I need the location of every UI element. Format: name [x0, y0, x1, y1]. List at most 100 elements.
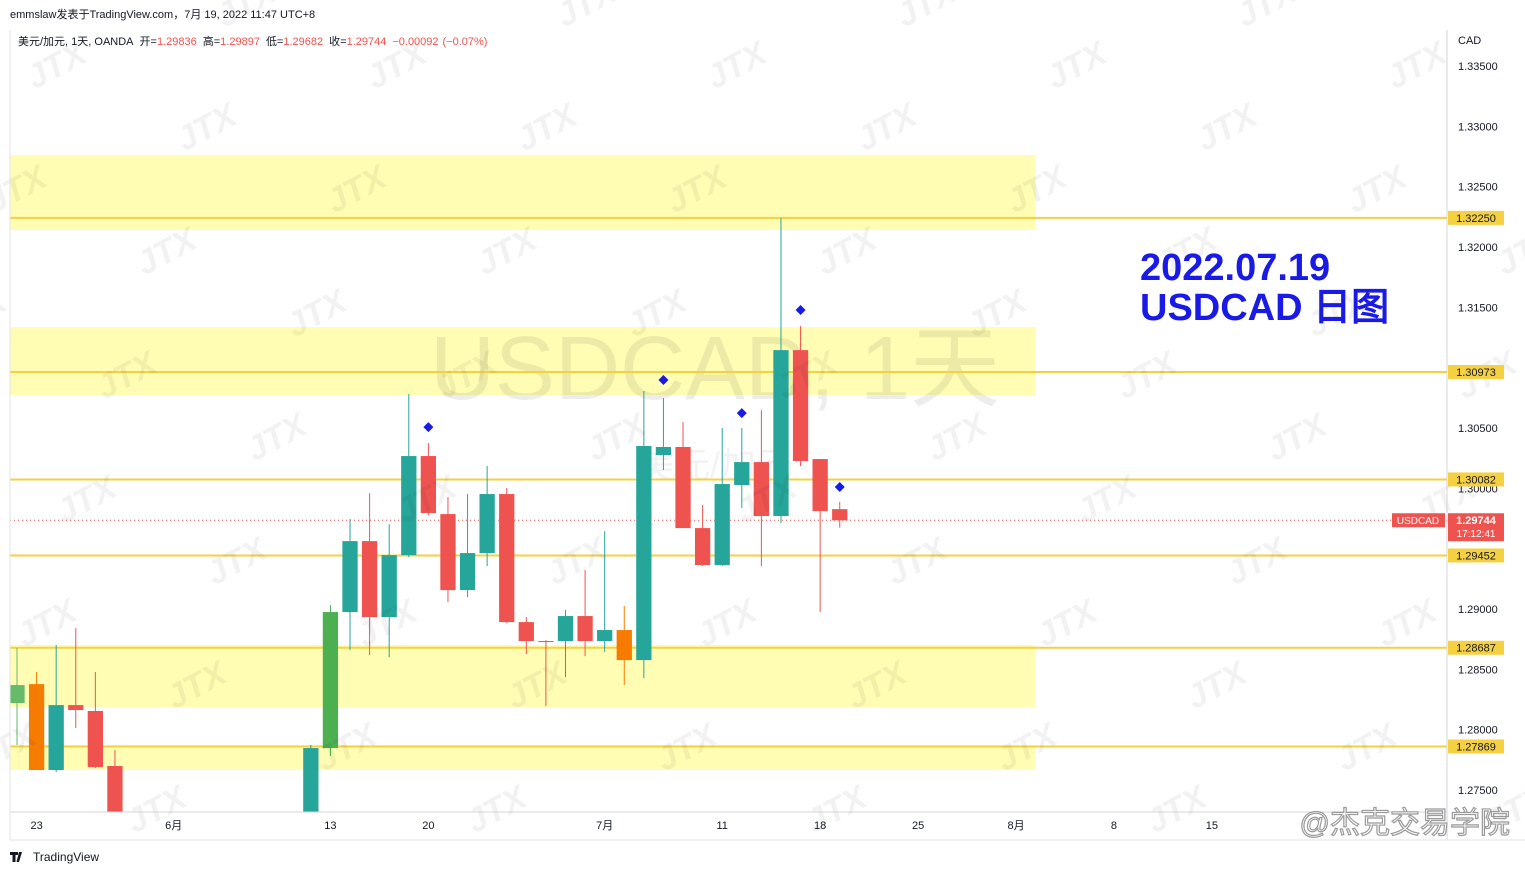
logo-text: TradingView [33, 850, 99, 864]
candle-body [597, 630, 613, 642]
level-label: 1.32250 [1456, 213, 1496, 225]
y-tick-label: 1.30500 [1458, 423, 1498, 435]
logo-icon [10, 852, 22, 862]
level-tag [1448, 364, 1504, 379]
marker [795, 305, 806, 316]
candle-body [107, 766, 123, 812]
level-tag [1448, 739, 1504, 754]
low-label: 低= [266, 35, 283, 48]
candle-body [10, 685, 25, 704]
high-value: 1.29897 [220, 36, 260, 48]
candle-body [577, 616, 593, 642]
x-tick-label: 25 [912, 820, 924, 832]
candle-body [557, 616, 574, 642]
candle-body [48, 705, 64, 771]
open-value: 1.29836 [157, 36, 197, 48]
change: −0.00092 [392, 36, 438, 48]
publisher: emmslaw发表于TradingView.com，7月 19, 2022 11… [10, 7, 315, 21]
candle-body [655, 447, 672, 456]
last-price-label: 1.29744 [1456, 515, 1497, 527]
high-label: 高= [203, 34, 220, 48]
price-axis: 1.275001.280001.285001.290001.300001.305… [1392, 61, 1504, 797]
candle-body [518, 622, 534, 642]
candle-body [440, 514, 456, 591]
x-tick-label: 23 [30, 820, 42, 832]
zone [10, 645, 1036, 708]
candle-body [28, 684, 45, 771]
candle-body [753, 462, 770, 517]
zone [10, 327, 1036, 395]
candle-body [499, 494, 515, 623]
y-tick-label: 1.29000 [1458, 604, 1498, 616]
level-label: 1.28687 [1456, 643, 1496, 655]
candle-body [479, 494, 495, 554]
tradingview-logo: TradingView [10, 850, 99, 864]
x-tick-label: 7月 [596, 820, 613, 832]
level-label: 1.29452 [1456, 550, 1496, 562]
symbol-tag [1392, 513, 1445, 528]
candle-body [734, 462, 750, 486]
annotation: 2022.07.19 [1140, 247, 1330, 289]
y-tick-label: 1.33000 [1458, 121, 1498, 133]
candle-body [832, 509, 848, 521]
change-pct: (−0.07%) [443, 36, 488, 48]
candle-body [636, 446, 652, 661]
y-tick-label: 1.28000 [1458, 725, 1498, 737]
level-tag [1448, 210, 1504, 225]
level-tag [1448, 548, 1504, 563]
candle-body [68, 705, 84, 711]
x-tick-label: 8 [1111, 820, 1117, 832]
last-price-tag [1448, 513, 1504, 542]
marker [736, 408, 747, 419]
candle-body [812, 459, 828, 512]
open-label: 开= [140, 36, 157, 48]
y-tick-label: 1.32000 [1458, 242, 1498, 254]
level-label: 1.27869 [1456, 741, 1496, 753]
y-tick-label: 1.27500 [1458, 785, 1498, 797]
annotation: USDCAD 日图 [1140, 287, 1389, 329]
symbol: 美元/加元, 1天, OANDA [18, 35, 134, 48]
close-label: 收= [329, 34, 346, 48]
symbol-label: USDCAD [1397, 516, 1439, 527]
candle-body [714, 484, 730, 566]
x-tick-label: 20 [422, 820, 434, 832]
pattern-text: JTX [1520, 653, 1525, 717]
y-tick-label: 1.31500 [1458, 302, 1498, 314]
watermark: USDCAD, 1天 [430, 319, 1000, 419]
marker [423, 422, 434, 433]
legend: 美元/加元, 1天, OANDA 开=1.29836 高=1.29897 低=1.29… [18, 34, 487, 48]
candle-body [773, 350, 789, 517]
candle-body [792, 350, 809, 461]
candle-body [87, 711, 103, 768]
candle-body [303, 748, 319, 812]
y-tick-label: 1.28500 [1458, 664, 1498, 676]
low-value: 1.29682 [283, 36, 323, 48]
credit: @杰克交易学院 [1300, 807, 1510, 840]
candle-body [401, 456, 417, 556]
candle-body [694, 528, 711, 566]
y-tick-label: 1.32500 [1458, 182, 1498, 194]
x-tick-label: 15 [1206, 820, 1218, 832]
y-tick-label: 1.33500 [1458, 61, 1498, 73]
close-value: 1.29744 [347, 36, 387, 48]
countdown: 17:12:41 [1457, 529, 1496, 540]
marker [658, 375, 669, 386]
candle-body [322, 612, 339, 749]
x-tick-label: 6月 [165, 820, 182, 832]
x-tick-label: 13 [324, 820, 336, 832]
marker [834, 482, 845, 493]
candle-body [361, 541, 378, 618]
candle-body [342, 541, 358, 613]
x-tick-label: 11 [716, 820, 727, 832]
x-tick-label: 8月 [1007, 820, 1024, 832]
candle-body [675, 447, 691, 529]
zone [10, 745, 1036, 771]
level-label: 1.30973 [1456, 367, 1496, 379]
candle-body [616, 630, 632, 661]
candle-body [420, 456, 437, 514]
candle-body [538, 641, 554, 643]
candle-body [381, 555, 397, 618]
